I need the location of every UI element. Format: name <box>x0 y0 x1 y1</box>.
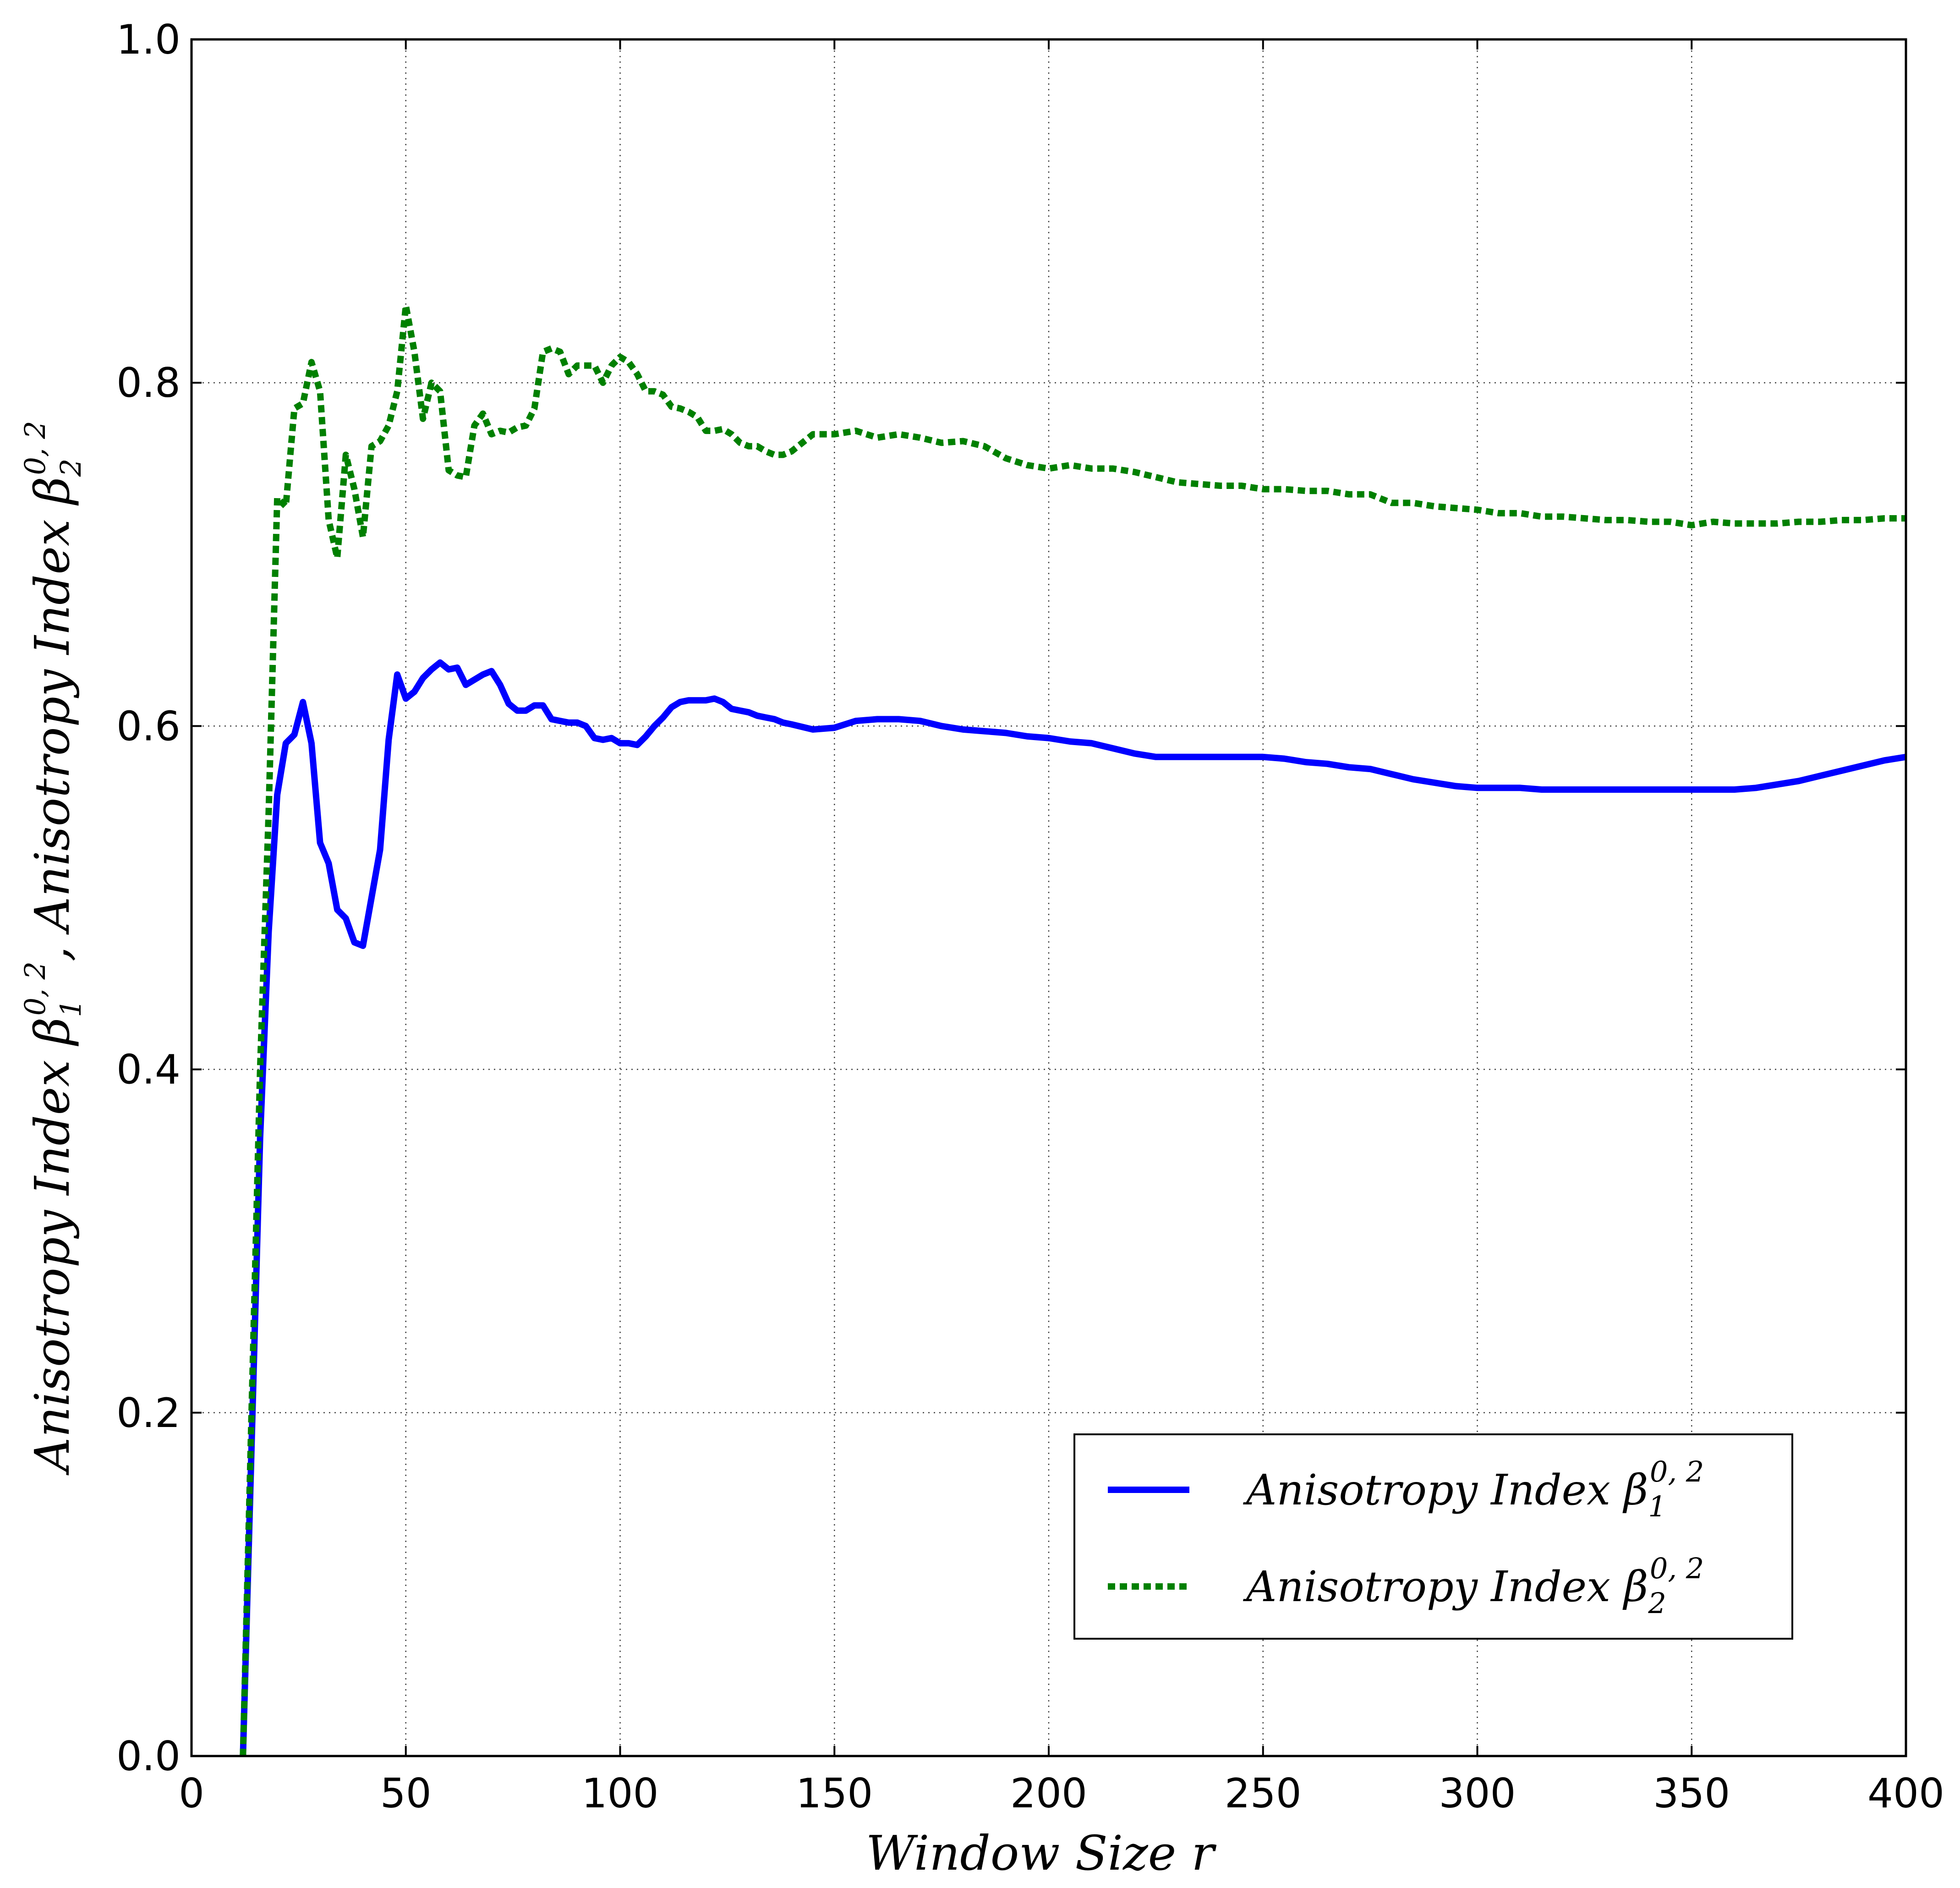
legend-label-series-2: Anisotropy Index β20, 2 <box>1243 1552 1704 1620</box>
ticks <box>191 38 1907 1757</box>
y-tick-label: 1.0 <box>116 16 181 63</box>
x-tick-label: 150 <box>796 1770 873 1817</box>
series-line-1 <box>240 659 1907 1756</box>
x-axis-label: Window Size r <box>866 1825 1216 1881</box>
x-tick-label: 250 <box>1225 1770 1302 1817</box>
x-tick-label: 50 <box>380 1770 432 1817</box>
x-tick-label: 0 <box>179 1770 204 1817</box>
y-tick-label: 0.8 <box>116 359 181 406</box>
y-axis-label-part1: Anisotropy Index β <box>24 1017 80 1476</box>
x-tick-label: 200 <box>1010 1770 1087 1817</box>
series-line-2 <box>240 302 1906 1756</box>
y-axis-label: Anisotropy Index β10, 2, Anisotropy Inde… <box>18 421 88 1475</box>
legend-box <box>1073 1433 1793 1640</box>
series-lines <box>240 302 1907 1756</box>
y-tick-label: 0.4 <box>116 1046 181 1093</box>
y-tick-labels: 0.0 0.2 0.4 0.6 0.8 1.0 <box>116 16 181 1780</box>
x-tick-label: 300 <box>1439 1770 1516 1817</box>
y-tick-label: 0.0 <box>116 1733 181 1780</box>
y-axis-label-part2: Anisotropy Index β <box>24 477 80 935</box>
x-tick-labels: 0 50 100 150 200 250 300 350 400 <box>179 1770 1944 1817</box>
x-tick-label: 100 <box>582 1770 659 1817</box>
x-tick-label: 350 <box>1653 1770 1730 1817</box>
legend: Anisotropy Index β10, 2 Anisotropy Index… <box>1073 1433 1793 1640</box>
y-tick-label: 0.2 <box>116 1389 181 1437</box>
y-tick-label: 0.6 <box>116 703 181 750</box>
x-tick-label: 400 <box>1867 1770 1944 1817</box>
legend-label-series-1: Anisotropy Index β10, 2 <box>1243 1455 1704 1523</box>
